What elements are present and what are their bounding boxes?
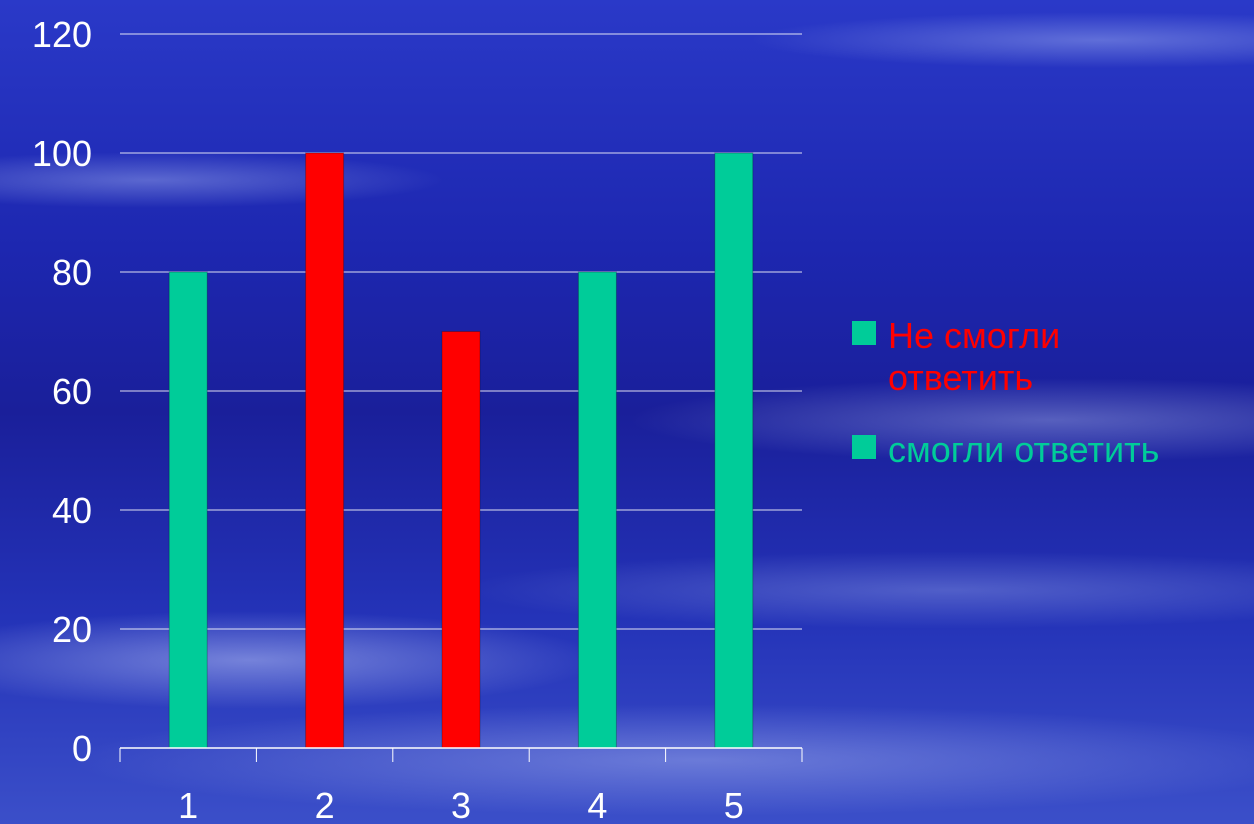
bar — [168, 271, 208, 749]
bars — [168, 152, 754, 749]
x-tick-label: 4 — [587, 785, 607, 824]
x-tick-label: 2 — [315, 785, 335, 824]
bar — [714, 152, 754, 749]
y-tick-label: 20 — [52, 609, 92, 650]
legend-label: Не смогли — [888, 315, 1060, 356]
y-tick-label: 120 — [32, 14, 92, 55]
x-tick-label: 1 — [178, 785, 198, 824]
bar — [305, 152, 345, 749]
x-tick-label: 3 — [451, 785, 471, 824]
x-axis — [119, 747, 803, 762]
y-tick-label: 60 — [52, 371, 92, 412]
y-tick-label: 80 — [52, 252, 92, 293]
y-axis-ticks: 0 20 40 60 80 100 120 — [32, 14, 92, 769]
bar — [577, 271, 617, 749]
legend-swatch — [852, 321, 876, 345]
y-tick-label: 100 — [32, 133, 92, 174]
legend-label: смогли ответить — [888, 429, 1159, 470]
legend-label: ответить — [888, 357, 1033, 398]
x-tick-label: 5 — [724, 785, 744, 824]
x-axis-ticks: 1 2 3 4 5 — [178, 785, 744, 824]
bar — [441, 331, 481, 749]
y-tick-label: 40 — [52, 490, 92, 531]
y-tick-label: 0 — [72, 728, 92, 769]
legend-swatch — [852, 435, 876, 459]
